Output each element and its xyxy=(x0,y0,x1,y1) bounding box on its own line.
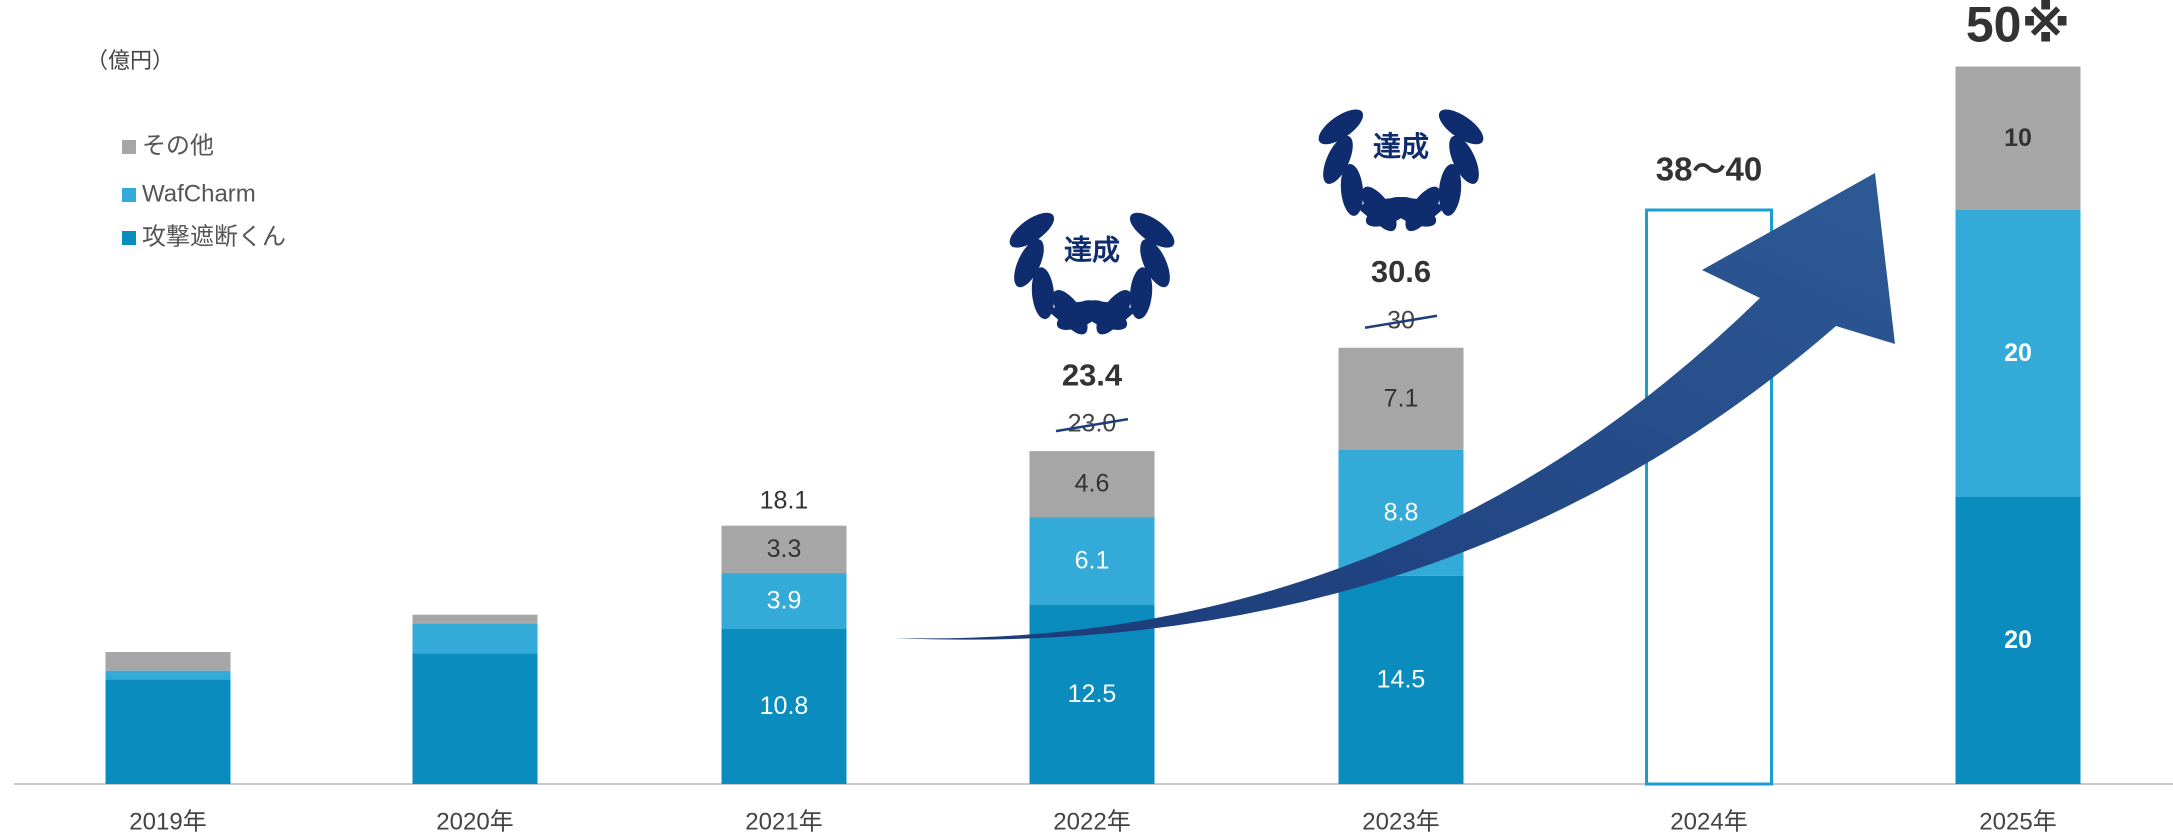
value-label: 4.6 xyxy=(1075,470,1110,498)
bar-segment xyxy=(1955,66,2081,210)
target-label: 38〜40 xyxy=(1656,151,1762,188)
x-tick-label: 2023年 xyxy=(1362,808,1439,835)
total-label: 18.1 xyxy=(760,486,809,514)
bar-segment xyxy=(1338,347,1464,450)
x-tick-label: 2019年 xyxy=(129,808,206,835)
laurel-ribbon xyxy=(1047,301,1137,328)
value-label: 12.5 xyxy=(1068,680,1117,708)
value-label: 8.8 xyxy=(1384,498,1419,526)
achievement-badge: 達成 xyxy=(1009,212,1175,335)
value-label: 3.9 xyxy=(767,587,802,615)
achievement-badge: 達成 xyxy=(1318,109,1484,232)
bar-segment xyxy=(721,573,847,630)
x-tick-label: 2020年 xyxy=(436,808,513,835)
bar-segment xyxy=(1029,451,1155,518)
laurel-leaf xyxy=(1438,109,1484,145)
legend-swatch xyxy=(122,188,136,202)
unit-label: （億円） xyxy=(86,48,174,73)
total-label: 50※ xyxy=(1966,0,2070,53)
bar-segment xyxy=(721,525,847,574)
legend-swatch xyxy=(122,231,136,245)
legend-label: その他 xyxy=(142,132,214,159)
laurel-leaf xyxy=(1318,109,1364,145)
laurel-leaf xyxy=(1449,135,1479,184)
x-tick-label: 2024年 xyxy=(1670,808,1747,835)
bar-segment xyxy=(412,614,538,624)
value-label: 10.8 xyxy=(760,692,809,720)
total-label: 30.6 xyxy=(1371,254,1431,289)
value-label: 14.5 xyxy=(1377,666,1426,694)
previous-target-label: 23.0 xyxy=(1068,410,1117,438)
legend-swatch xyxy=(122,140,136,154)
x-tick-label: 2022年 xyxy=(1053,808,1130,835)
value-label: 6.1 xyxy=(1075,546,1110,574)
target-box xyxy=(1645,208,1773,786)
value-label: 10 xyxy=(2004,124,2032,152)
badge-label: 達成 xyxy=(1373,131,1429,162)
badge-label: 達成 xyxy=(1064,234,1120,265)
value-label: 7.1 xyxy=(1384,384,1419,412)
labels: 攻撃遮断くん WafCharm その他 2019年 2020年 2021年 10.8 3.9 3… xyxy=(122,0,2070,835)
bar-segment xyxy=(105,679,231,784)
laurel-leaf xyxy=(1323,135,1353,184)
bar-segment xyxy=(105,670,231,680)
laurel-leaf xyxy=(1014,239,1044,288)
strikethrough xyxy=(1364,314,1438,329)
value-label: 20 xyxy=(2004,339,2032,367)
bar-segment xyxy=(1955,497,2081,784)
bars xyxy=(105,66,2081,786)
value-label: 20 xyxy=(2004,626,2032,654)
laurel-leaf xyxy=(1140,239,1170,288)
laurel-leaf xyxy=(1031,267,1055,320)
laurel-ribbon xyxy=(1356,197,1446,224)
laurel-leaf xyxy=(1129,267,1153,320)
total-label: 23.4 xyxy=(1062,357,1123,392)
bar-segment xyxy=(721,629,847,784)
legend-label: 攻撃遮断くん xyxy=(142,223,286,250)
laurel-leaf xyxy=(1009,212,1055,248)
bar-segment xyxy=(412,623,538,654)
laurel-leaf xyxy=(1340,163,1364,216)
growth-arrow xyxy=(894,173,1895,640)
x-tick-label: 2025年 xyxy=(1979,808,2056,835)
strikethrough xyxy=(1055,417,1129,433)
laurel-leaf xyxy=(1129,212,1175,248)
bar-segment xyxy=(1029,517,1155,605)
bar-segment xyxy=(1955,210,2081,497)
value-label: 3.3 xyxy=(767,535,802,563)
legend-label: WafCharm xyxy=(142,180,256,207)
x-tick-label: 2021年 xyxy=(745,808,822,835)
laurel-leaf xyxy=(1438,163,1462,216)
bar-segment xyxy=(412,653,538,784)
bar-segment xyxy=(1338,575,1464,784)
bar-segment xyxy=(105,651,231,671)
